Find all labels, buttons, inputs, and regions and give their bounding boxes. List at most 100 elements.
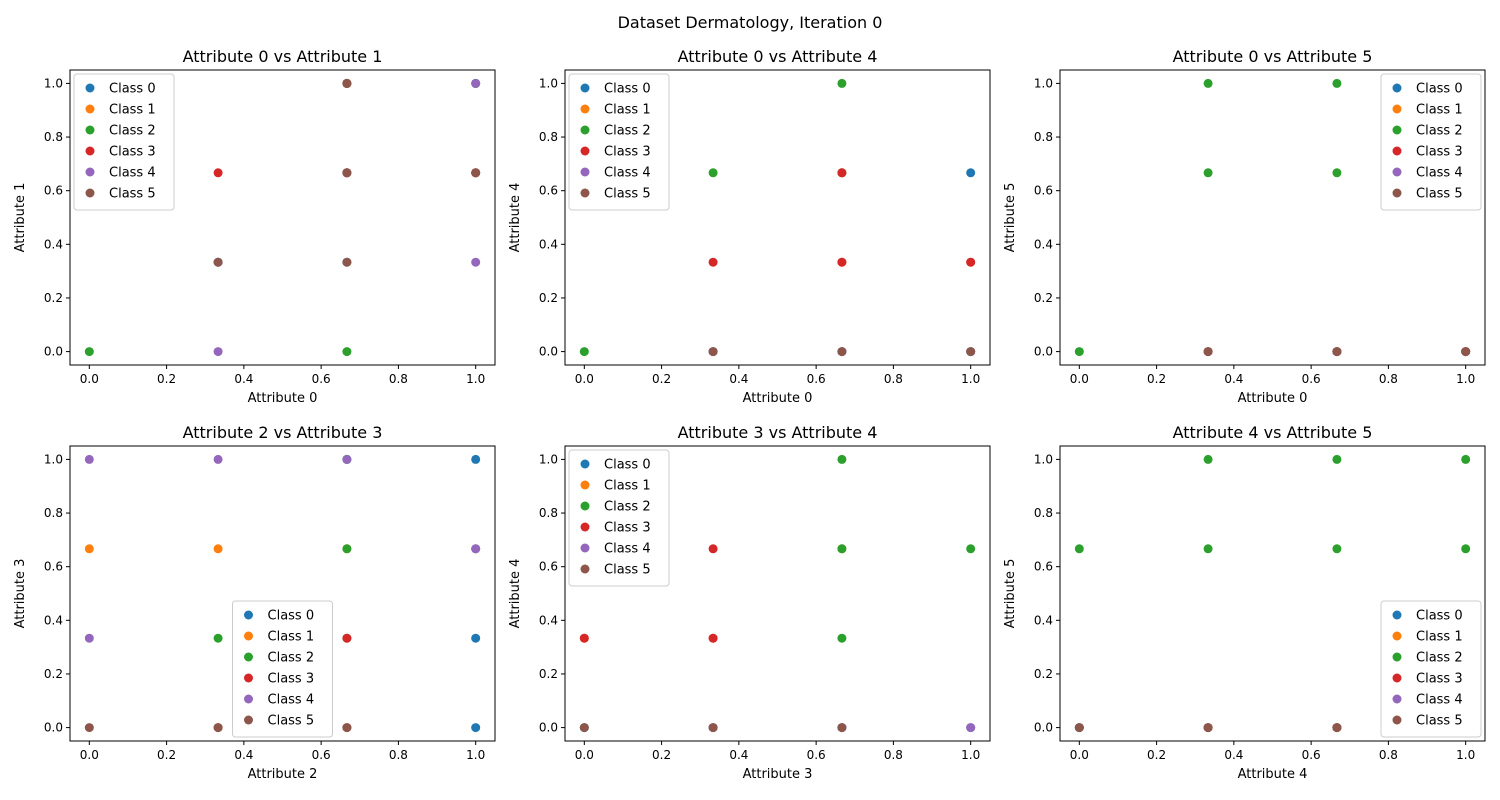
data-point-class-2 bbox=[1332, 78, 1342, 88]
legend-entry-label: Class 4 bbox=[604, 166, 651, 181]
subplot-3: Attribute 0 vs Attribute 5 0.0 0.0 0.2 0.2 0.… bbox=[1003, 47, 1486, 406]
subplot-title: Attribute 0 vs Attribute 4 bbox=[678, 47, 878, 66]
subplot-5: Attribute 3 vs Attribute 4 0.0 0.0 0.2 0.2 0.… bbox=[508, 423, 991, 782]
data-point-class-2 bbox=[966, 544, 976, 554]
legend-marker bbox=[1392, 631, 1402, 641]
legend-marker bbox=[580, 167, 590, 177]
legend-entry-label: Class 1 bbox=[604, 103, 651, 118]
y-tick-label: 0.2 bbox=[1034, 667, 1053, 681]
legend-marker bbox=[244, 652, 253, 662]
legend-box bbox=[568, 73, 670, 211]
y-tick-label: 1.0 bbox=[1034, 76, 1053, 90]
y-axis-label: Attribute 4 bbox=[508, 183, 523, 253]
data-point-class-0 bbox=[471, 633, 481, 643]
legend-entry-label: Class 5 bbox=[1416, 714, 1463, 729]
y-tick-label: 0.8 bbox=[44, 130, 63, 144]
data-point-class-5 bbox=[342, 257, 352, 267]
x-tick-label: 0.6 bbox=[1302, 372, 1321, 386]
data-point-class-5 bbox=[84, 723, 94, 733]
legend-entry-label: Class 4 bbox=[1416, 166, 1463, 181]
data-point-class-2 bbox=[1461, 454, 1471, 464]
axes-frame bbox=[1059, 445, 1486, 742]
x-axis-label: Attribute 4 bbox=[1238, 767, 1308, 782]
data-point-class-4 bbox=[471, 544, 481, 554]
y-tick-label: 0.4 bbox=[1034, 613, 1053, 627]
legend-marker bbox=[85, 83, 95, 93]
legend-entry-label: Class 2 bbox=[1416, 124, 1463, 139]
x-tick-label: 0.2 bbox=[1147, 748, 1166, 762]
data-point-class-5 bbox=[213, 257, 223, 267]
x-tick-label: 0.6 bbox=[807, 372, 826, 386]
legend-entry-label: Class 0 bbox=[1416, 609, 1463, 624]
y-tick-label: 0.0 bbox=[539, 345, 558, 359]
legend-box bbox=[73, 73, 175, 211]
x-tick-label: 0.2 bbox=[157, 748, 176, 762]
x-tick-label: 0.0 bbox=[575, 372, 594, 386]
data-point-class-3 bbox=[837, 257, 847, 267]
legend-marker bbox=[1392, 146, 1402, 156]
legend-entry-label: Class 1 bbox=[268, 630, 315, 645]
x-tick-label: 0.4 bbox=[729, 748, 748, 762]
x-tick-label: 0.6 bbox=[312, 372, 331, 386]
legend-entry-label: Class 2 bbox=[268, 651, 315, 666]
x-tick-label: 1.0 bbox=[1456, 372, 1475, 386]
data-point-class-3 bbox=[213, 168, 223, 178]
legend-marker bbox=[1392, 694, 1402, 704]
x-tick-label: 0.6 bbox=[1302, 748, 1321, 762]
x-tick-label: 0.4 bbox=[234, 372, 253, 386]
legend-marker bbox=[85, 167, 95, 177]
data-point-class-4 bbox=[213, 347, 223, 357]
y-tick-label: 1.0 bbox=[44, 452, 63, 466]
data-point-class-2 bbox=[1332, 544, 1342, 554]
legend-entry-label: Class 3 bbox=[604, 521, 651, 536]
x-tick-label: 0.6 bbox=[312, 748, 331, 762]
y-axis-label: Attribute 3 bbox=[13, 559, 28, 629]
legend-marker bbox=[580, 146, 590, 156]
subplot-title: Attribute 2 vs Attribute 3 bbox=[183, 423, 383, 442]
data-point-class-4 bbox=[84, 454, 94, 464]
legend-entry-label: Class 5 bbox=[1416, 187, 1463, 202]
legend-entry-label: Class 3 bbox=[604, 145, 651, 160]
y-tick-label: 0.4 bbox=[44, 237, 63, 251]
legend-entry-label: Class 1 bbox=[109, 103, 156, 118]
legend-entry-label: Class 5 bbox=[109, 187, 156, 202]
legend-entry-label: Class 0 bbox=[604, 458, 651, 473]
data-point-class-2 bbox=[342, 544, 352, 554]
data-point-class-5 bbox=[1332, 347, 1342, 357]
x-axis-label: Attribute 0 bbox=[743, 391, 813, 406]
y-tick-label: 0.0 bbox=[1034, 721, 1053, 735]
legend: Class 0 Class 1 Class 2 Class 3 Class 4 Class… bbox=[1380, 600, 1482, 738]
data-point-class-0 bbox=[966, 168, 976, 178]
legend-marker bbox=[580, 188, 590, 198]
x-axis-label: Attribute 0 bbox=[248, 391, 318, 406]
legend: Class 0 Class 1 Class 2 Class 3 Class 4 Class… bbox=[1380, 73, 1482, 211]
y-tick-label: 0.0 bbox=[44, 345, 63, 359]
y-tick-label: 0.4 bbox=[1034, 237, 1053, 251]
legend-entry-label: Class 1 bbox=[604, 479, 651, 494]
legend: Class 0 Class 1 Class 2 Class 3 Class 4 Class… bbox=[568, 449, 670, 587]
legend-box bbox=[232, 600, 333, 738]
data-point-class-5 bbox=[1332, 723, 1342, 733]
legend-entry-label: Class 3 bbox=[1416, 145, 1463, 160]
legend-marker bbox=[1392, 715, 1402, 725]
y-tick-label: 0.8 bbox=[44, 506, 63, 520]
x-tick-label: 0.4 bbox=[234, 748, 253, 762]
x-tick-label: 0.8 bbox=[884, 748, 903, 762]
legend-marker bbox=[580, 480, 590, 490]
subplot-title: Attribute 0 vs Attribute 5 bbox=[1173, 47, 1373, 66]
y-tick-label: 0.8 bbox=[1034, 130, 1053, 144]
x-tick-label: 1.0 bbox=[961, 748, 980, 762]
legend-marker bbox=[85, 104, 95, 114]
y-tick-label: 0.8 bbox=[539, 130, 558, 144]
y-tick-label: 0.0 bbox=[1034, 345, 1053, 359]
legend-marker bbox=[1392, 188, 1402, 198]
x-tick-label: 0.4 bbox=[1224, 372, 1243, 386]
subplot-title: Attribute 0 vs Attribute 1 bbox=[183, 47, 383, 66]
data-point-class-5 bbox=[1461, 347, 1471, 357]
legend-entry-label: Class 1 bbox=[1416, 103, 1463, 118]
data-point-class-1 bbox=[213, 544, 223, 554]
x-tick-label: 1.0 bbox=[961, 372, 980, 386]
subplot-6: Attribute 4 vs Attribute 5 0.0 0.0 0.2 0.2 0.… bbox=[1003, 423, 1486, 782]
data-point-class-3 bbox=[342, 633, 352, 643]
